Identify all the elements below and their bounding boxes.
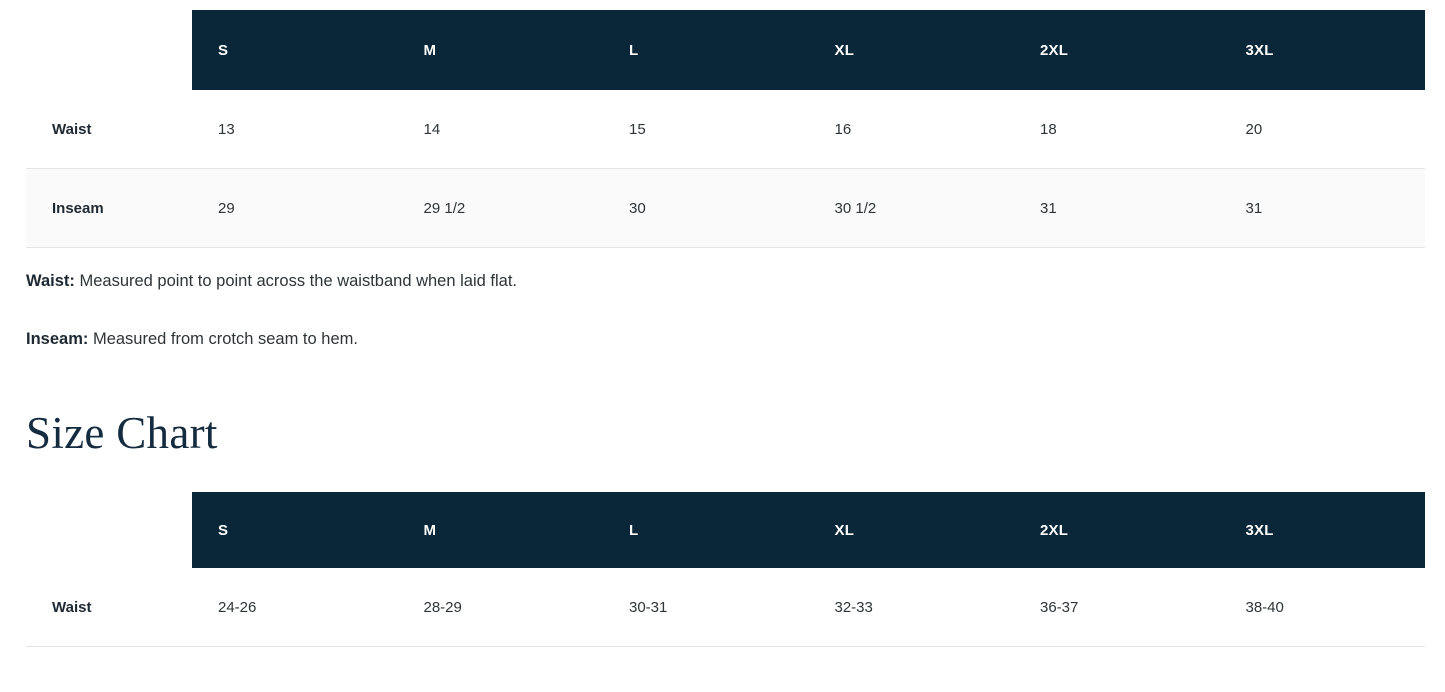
column-header-label: XL [834,521,855,539]
column-header-2xl: 2XL [1014,10,1220,90]
cell-inseam-3xl: 31 [1219,168,1425,248]
cell-inseam-s: 29 [192,168,398,248]
cell-waist-2xl: 36-37 [1014,568,1220,647]
row-label-waist: Waist [26,568,192,647]
note-waist: Waist: Measured point to point across th… [26,270,517,293]
column-header-l: L [603,10,809,90]
garment-measurements-table: S M L XL 2XL 3XL Waist 13 14 15 16 18 20 [26,10,1425,248]
note-term: Waist: [26,272,75,290]
note-text: Measured point to point across the waist… [74,272,517,290]
column-header-xl: XL [808,492,1014,568]
cell-waist-s: 13 [192,90,398,169]
column-header-label: 2XL [1040,521,1069,539]
column-header-label: 3XL [1245,41,1274,59]
table-body: Waist 13 14 15 16 18 20 Inseam 29 29 1/2… [26,90,1425,248]
cell-waist-m: 28-29 [397,568,603,647]
header-corner-cell [26,10,192,90]
cell-waist-m: 14 [397,90,603,169]
column-header-label: S [218,521,229,539]
header-row: S M L XL 2XL 3XL [26,10,1425,90]
column-header-label: L [629,41,639,59]
page-title: Size Chart [26,408,218,458]
garment-measurements-section: S M L XL 2XL 3XL Waist 13 14 15 16 18 20 [0,10,1425,248]
column-header-xl: XL [808,10,1014,90]
header-row: S M L XL 2XL 3XL [26,492,1425,568]
column-header-label: XL [834,41,855,59]
column-header-label: M [423,521,437,539]
note-inseam: Inseam: Measured from crotch seam to hem… [26,328,358,351]
column-header-3xl: 3XL [1219,492,1425,568]
table-header: S M L XL 2XL 3XL [26,492,1425,568]
row-label-inseam: Inseam [26,168,192,248]
table-header: S M L XL 2XL 3XL [26,10,1425,90]
table-body: Waist 24-26 28-29 30-31 32-33 36-37 38-4… [26,568,1425,647]
column-header-s: S [192,10,398,90]
column-header-label: 3XL [1245,521,1274,539]
table-row: Inseam 29 29 1/2 30 30 1/2 31 31 [26,168,1425,248]
cell-waist-xl: 32-33 [808,568,1014,647]
cell-waist-xl: 16 [808,90,1014,169]
cell-inseam-m: 29 1/2 [397,168,603,248]
column-header-label: M [423,41,437,59]
column-header-m: M [397,492,603,568]
cell-inseam-xl: 30 1/2 [808,168,1014,248]
table-row: Waist 24-26 28-29 30-31 32-33 36-37 38-4… [26,568,1425,647]
column-header-m: M [397,10,603,90]
cell-waist-2xl: 18 [1014,90,1220,169]
cell-waist-l: 15 [603,90,809,169]
column-header-label: L [629,521,639,539]
column-header-3xl: 3XL [1219,10,1425,90]
column-header-label: 2XL [1040,41,1069,59]
column-header-2xl: 2XL [1014,492,1220,568]
column-header-label: S [218,41,229,59]
cell-waist-3xl: 20 [1219,90,1425,169]
column-header-s: S [192,492,398,568]
row-label-waist: Waist [26,90,192,169]
cell-waist-s: 24-26 [192,568,398,647]
cell-waist-3xl: 38-40 [1219,568,1425,647]
header-corner-cell [26,492,192,568]
cell-inseam-2xl: 31 [1014,168,1220,248]
body-size-chart-table: S M L XL 2XL 3XL Waist 24-26 28-29 30-31… [26,492,1425,647]
body-size-chart-section: S M L XL 2XL 3XL Waist 24-26 28-29 30-31… [0,492,1425,647]
table-row: Waist 13 14 15 16 18 20 [26,90,1425,169]
cell-waist-l: 30-31 [603,568,809,647]
note-term: Inseam: [26,330,89,348]
column-header-l: L [603,492,809,568]
note-text: Measured from crotch seam to hem. [88,330,358,348]
cell-inseam-l: 30 [603,168,809,248]
